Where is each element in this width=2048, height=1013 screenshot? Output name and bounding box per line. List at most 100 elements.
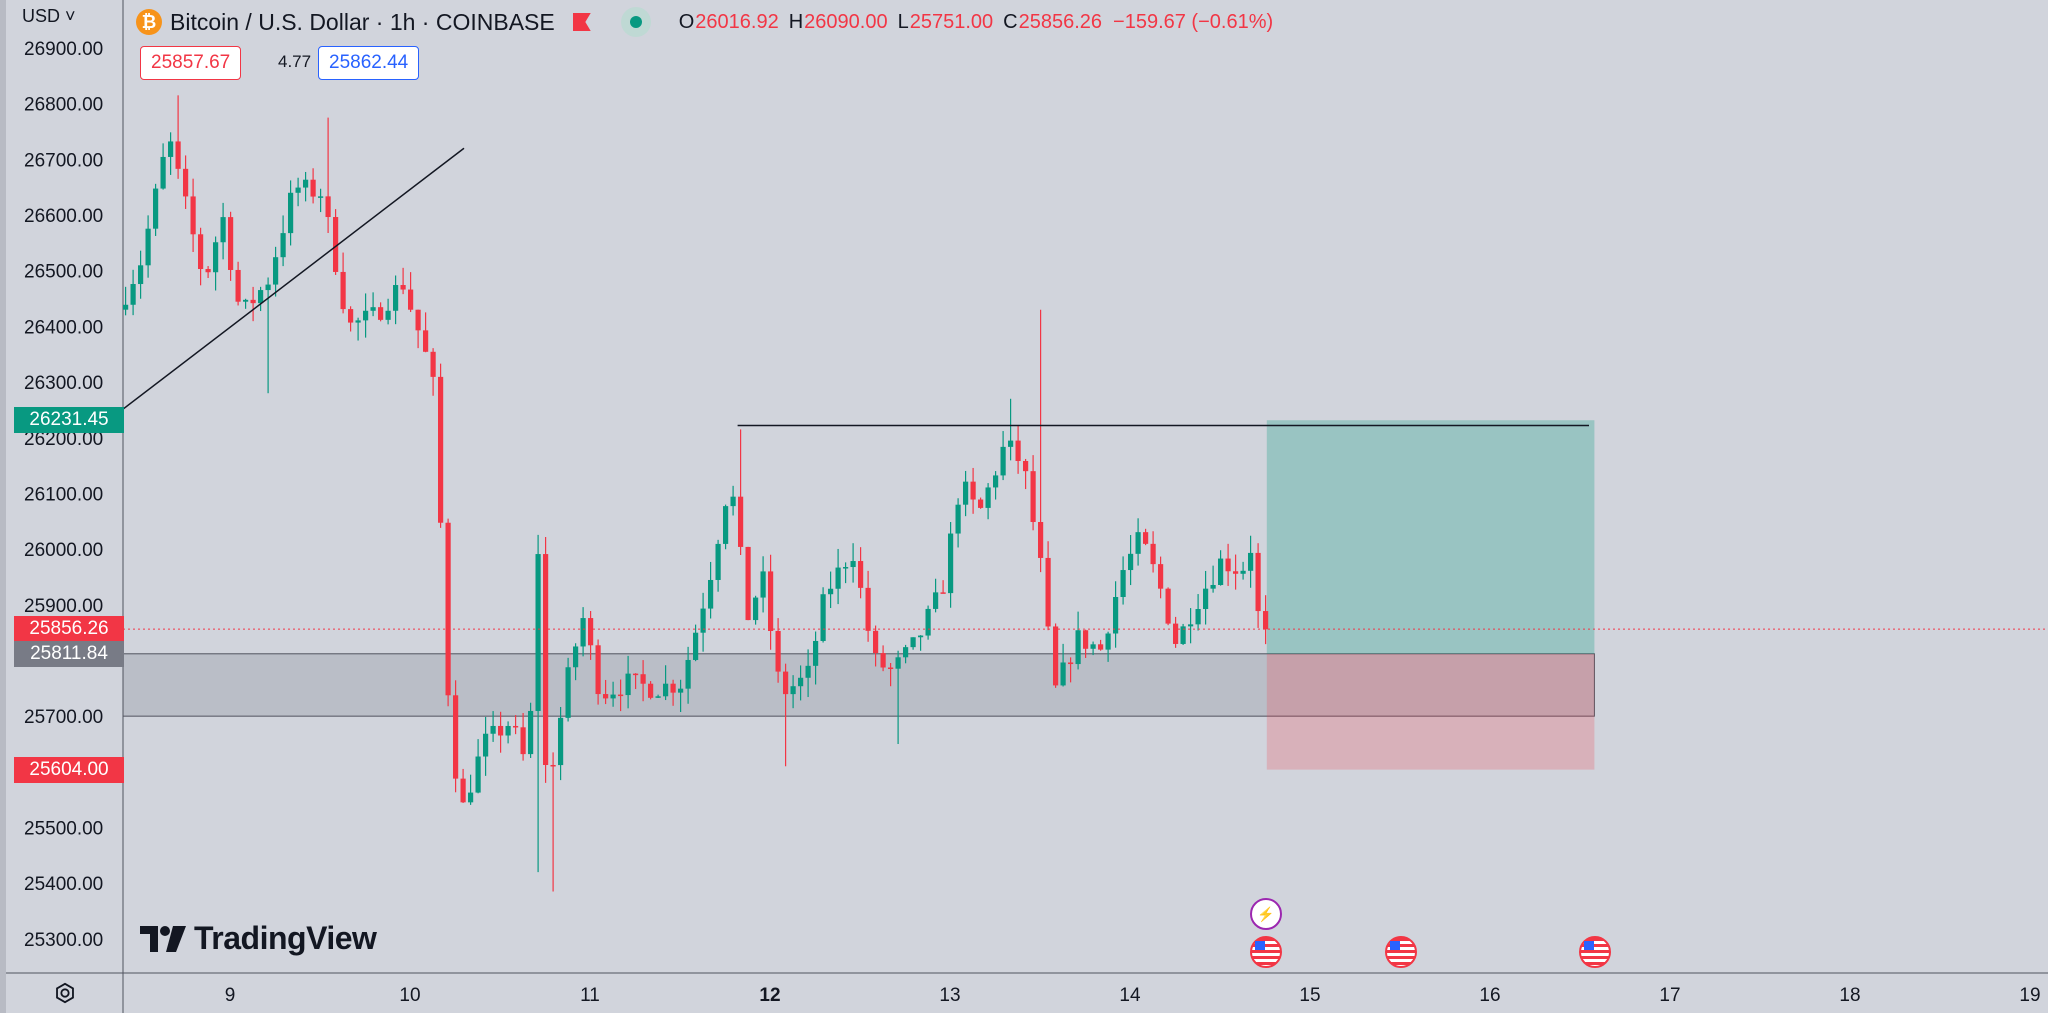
candle-body (333, 217, 339, 272)
candle-body (783, 671, 789, 695)
ohlc-open-value: 26016.92 (695, 10, 779, 33)
candle-body (490, 725, 496, 734)
candle-body (820, 594, 826, 641)
candle-body (738, 496, 744, 547)
candle-body (1195, 609, 1201, 625)
sell-button[interactable]: 25857.67 (140, 46, 242, 80)
price-tick-label: 25500.00 (24, 819, 103, 840)
entry-price-tag: 25811.84 (14, 640, 124, 667)
ohlc-high-key: H (788, 10, 804, 33)
candle-body (423, 330, 429, 352)
candle-body (1060, 662, 1066, 686)
candle-body (798, 677, 804, 687)
candle-body (310, 179, 316, 197)
candle-body (243, 299, 249, 302)
buy-button[interactable]: 25862.44 (318, 46, 420, 80)
candle-body (610, 694, 616, 699)
candle-body (625, 673, 631, 696)
settings-icon[interactable] (54, 982, 76, 1004)
candle-body (685, 659, 691, 689)
candle-body (595, 645, 601, 695)
time-tick-label: 16 (1479, 985, 1500, 1006)
time-tick-label: 17 (1659, 985, 1680, 1006)
tradingview-logo[interactable]: TradingView (140, 920, 377, 957)
candle-body (258, 290, 264, 304)
price-change: −159.67 (−0.61%) (1113, 10, 1274, 33)
candle-body (168, 141, 174, 157)
candle-body (603, 694, 609, 699)
candle-body (1165, 588, 1171, 624)
candle-body (1038, 522, 1044, 558)
candle-body (760, 571, 766, 598)
loss-zone (1266, 653, 1595, 770)
candle-body (745, 546, 751, 621)
candle-body (918, 635, 924, 638)
spread-value: 4.77 (278, 52, 312, 71)
candle-body (1030, 471, 1036, 523)
candle-body (138, 265, 144, 285)
candle-body (1218, 558, 1224, 585)
candle-body (475, 756, 481, 793)
price-tick-label: 25300.00 (24, 930, 103, 951)
lightning-icon[interactable]: ⚡ (1250, 898, 1282, 930)
candle-body (198, 234, 204, 270)
candle-body (438, 376, 444, 523)
candle-body (528, 710, 534, 755)
candle-body (648, 683, 654, 698)
candle-body (228, 217, 234, 270)
candle-body (670, 683, 676, 693)
candle-body (453, 695, 459, 779)
candle-body (498, 725, 504, 736)
candle-body (1158, 564, 1164, 589)
candle-body (663, 683, 669, 697)
symbol-legend: ₿ Bitcoin / U.S. Dollar · 1h · COINBASE … (136, 6, 1273, 38)
candle-body (340, 271, 346, 310)
candle-body (573, 646, 579, 668)
candle-body (1173, 623, 1179, 644)
us-flag-icon[interactable] (1385, 936, 1417, 968)
candle-body (1105, 633, 1111, 650)
tradingview-mark-icon (140, 925, 186, 952)
candle-body (355, 320, 361, 323)
candle-body (775, 630, 781, 672)
candle-body (880, 653, 886, 668)
candle-body (1128, 553, 1134, 571)
candle-body (543, 554, 549, 765)
candle-body (513, 725, 519, 728)
symbol-title[interactable]: Bitcoin / U.S. Dollar · 1h · COINBASE (170, 8, 555, 35)
candle-body (550, 764, 556, 767)
candle-body (385, 310, 391, 320)
candle-body (985, 487, 991, 508)
market-status-icon[interactable] (620, 7, 651, 37)
flag-icon[interactable] (572, 13, 591, 31)
price-tick-label: 26900.00 (24, 39, 103, 60)
candle-body (363, 310, 369, 321)
candle-body (1240, 570, 1246, 574)
candle-body (888, 667, 894, 670)
time-tick-label: 11 (580, 985, 600, 1006)
candle-body (1248, 552, 1254, 571)
candle-body (633, 673, 639, 676)
candle-body (993, 475, 999, 488)
candle-body (520, 727, 526, 755)
candle-body (805, 665, 811, 678)
candle-body (130, 284, 136, 305)
time-tick-label: 15 (1299, 985, 1320, 1006)
currency-selector[interactable]: USD ˅ (22, 6, 76, 27)
candle-body (468, 792, 474, 803)
ohlc-high-value: 26090.00 (804, 10, 888, 33)
candle-body (895, 657, 901, 669)
candle-body (1180, 626, 1186, 644)
candle-body (1210, 584, 1216, 589)
candle-body (1188, 624, 1194, 627)
candle-body (933, 592, 939, 609)
candle-body (205, 269, 211, 273)
candle-body (175, 141, 181, 169)
profit-zone (1266, 420, 1595, 654)
us-flag-icon[interactable] (1579, 936, 1612, 968)
price-tick-label: 25900.00 (24, 596, 103, 617)
candle-body (400, 285, 406, 290)
us-flag-icon[interactable] (1250, 936, 1282, 968)
logo-text: TradingView (194, 920, 377, 956)
